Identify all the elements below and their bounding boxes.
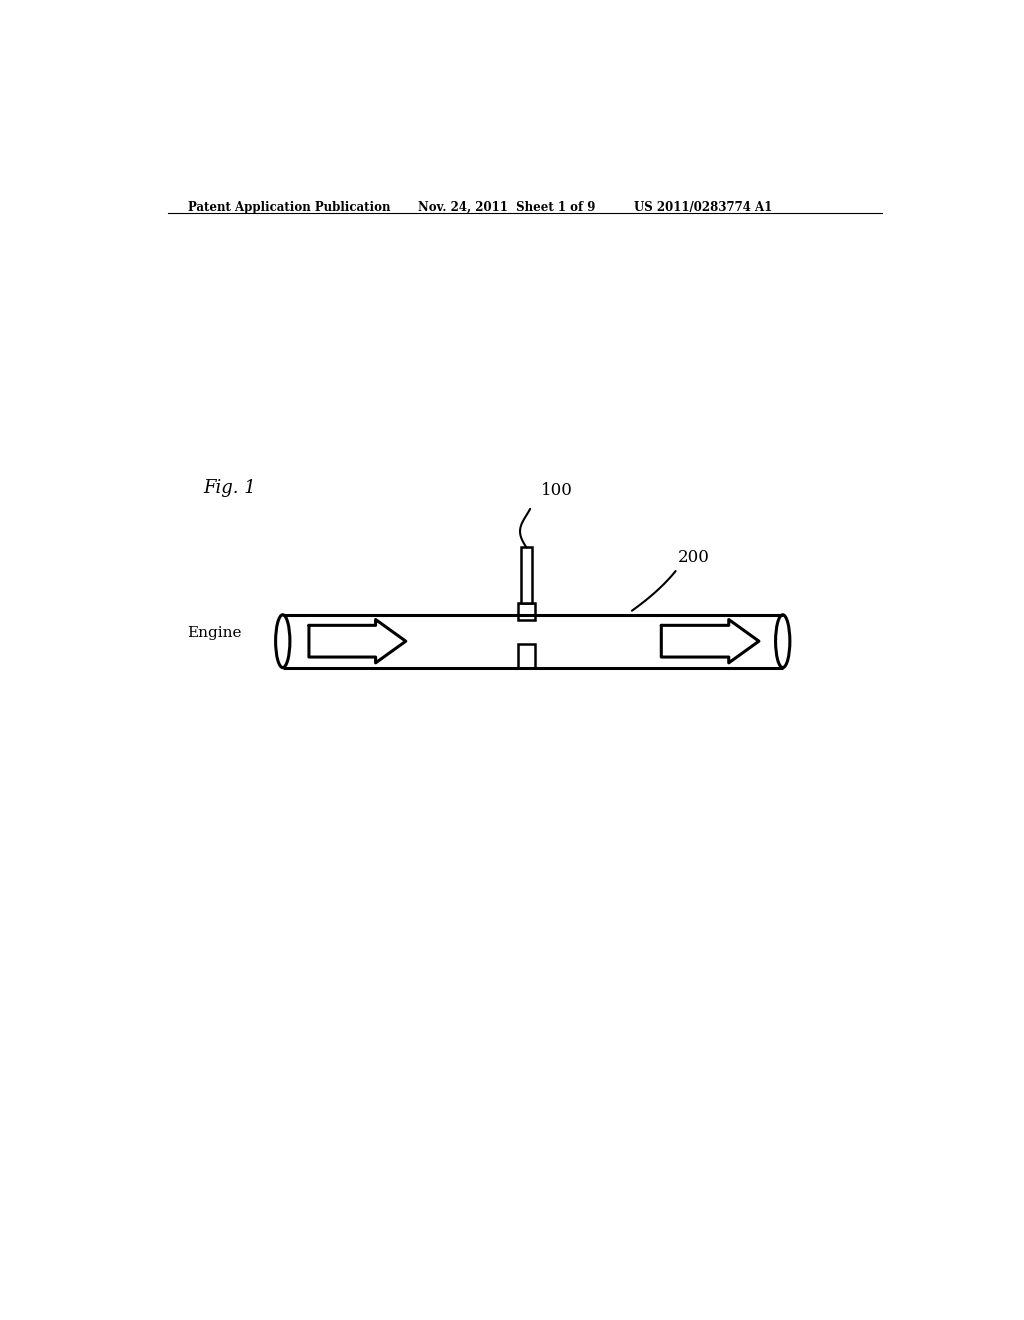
Text: Engine: Engine bbox=[187, 626, 242, 640]
Text: 200: 200 bbox=[678, 549, 710, 566]
Bar bbox=[521, 548, 531, 603]
Text: Patent Application Publication: Patent Application Publication bbox=[187, 201, 390, 214]
Bar bbox=[518, 603, 536, 619]
Text: US 2011/0283774 A1: US 2011/0283774 A1 bbox=[634, 201, 772, 214]
Text: Nov. 24, 2011  Sheet 1 of 9: Nov. 24, 2011 Sheet 1 of 9 bbox=[418, 201, 595, 214]
Bar bbox=[518, 644, 536, 668]
Text: Fig. 1: Fig. 1 bbox=[204, 479, 256, 496]
Text: 100: 100 bbox=[541, 482, 572, 499]
